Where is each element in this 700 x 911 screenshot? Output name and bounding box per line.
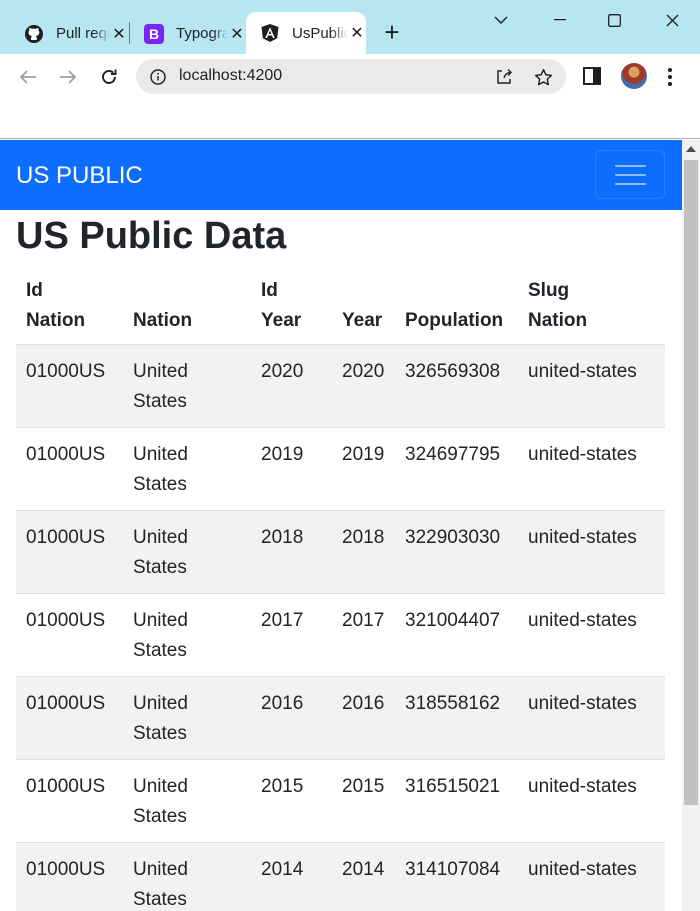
page-scrollbar[interactable] xyxy=(682,140,700,911)
url-text: localhost:4200 xyxy=(179,67,283,84)
tab-pull-requests[interactable]: Pull requests ✕ xyxy=(16,13,128,54)
cell-year: 2015 xyxy=(332,759,395,843)
cell-id-nation: 01000US xyxy=(16,759,123,843)
cell-population: 314107084 xyxy=(395,842,518,911)
app-navbar: US PUBLIC xyxy=(0,140,682,210)
cell-year: 2014 xyxy=(332,842,395,911)
angular-icon xyxy=(260,23,280,43)
close-icon[interactable]: ✕ xyxy=(112,25,126,43)
cell-slug-nation: united-states xyxy=(518,759,665,843)
tab-title: Typography xyxy=(176,25,228,42)
cell-slug-nation: united-states xyxy=(518,344,665,428)
scrollbar-thumb[interactable] xyxy=(684,160,698,805)
cell-id-year: 2020 xyxy=(251,344,332,428)
window-close-icon[interactable] xyxy=(658,8,686,32)
cell-population: 326569308 xyxy=(395,344,518,428)
cell-year: 2018 xyxy=(332,510,395,594)
header-id-year: Id Year xyxy=(251,276,332,345)
hamburger-icon xyxy=(614,164,646,185)
cell-id-year: 2017 xyxy=(251,593,332,677)
scroll-up-arrow-icon[interactable] xyxy=(686,146,696,152)
table-row: 01000US United States 2016 2016 31855816… xyxy=(16,676,665,760)
back-arrow-icon[interactable] xyxy=(14,63,42,91)
table-row: 01000US United States 2020 2020 32656930… xyxy=(16,344,665,428)
cell-nation: United States xyxy=(123,593,251,677)
cell-id-year: 2015 xyxy=(251,759,332,843)
github-icon xyxy=(24,24,44,44)
toolbar-spacer xyxy=(0,100,700,139)
share-icon[interactable] xyxy=(493,66,515,88)
cell-slug-nation: united-states xyxy=(518,510,665,594)
profile-avatar[interactable] xyxy=(621,63,647,89)
table-row: 01000US United States 2014 2014 31410708… xyxy=(16,842,665,911)
header-year: Year xyxy=(332,276,395,345)
navbar-toggler-button[interactable] xyxy=(595,150,665,199)
cell-slug-nation: united-states xyxy=(518,593,665,677)
cell-nation: United States xyxy=(123,676,251,760)
table-row: 01000US United States 2017 2017 32100440… xyxy=(16,593,665,677)
cell-population: 324697795 xyxy=(395,427,518,511)
cell-slug-nation: united-states xyxy=(518,427,665,511)
svg-text:B: B xyxy=(149,26,159,42)
cell-slug-nation: united-states xyxy=(518,842,665,911)
forward-arrow-icon[interactable] xyxy=(54,63,82,91)
page-viewport: US PUBLIC US Public Data Id Nation Nation… xyxy=(0,140,682,911)
tab-typography[interactable]: B Typography ✕ xyxy=(136,13,246,54)
cell-population: 318558162 xyxy=(395,676,518,760)
cell-id-nation: 01000US xyxy=(16,593,123,677)
site-info-icon[interactable] xyxy=(148,67,168,87)
tab-uspublic[interactable]: UsPublic ✕ xyxy=(246,12,366,54)
close-icon[interactable]: ✕ xyxy=(230,25,244,43)
page-title: US Public Data xyxy=(16,215,287,257)
cell-population: 322903030 xyxy=(395,510,518,594)
cell-id-year: 2019 xyxy=(251,427,332,511)
reload-icon[interactable] xyxy=(95,63,123,91)
cell-id-year: 2018 xyxy=(251,510,332,594)
header-id-nation: Id Nation xyxy=(16,276,123,345)
cell-id-year: 2016 xyxy=(251,676,332,760)
menu-dots-icon[interactable] xyxy=(660,64,680,90)
tab-search-icon[interactable] xyxy=(487,8,515,32)
bootstrap-icon: B xyxy=(144,23,164,44)
maximize-icon[interactable] xyxy=(600,8,628,32)
cell-id-nation: 01000US xyxy=(16,842,123,911)
close-icon[interactable]: ✕ xyxy=(350,25,364,42)
table-row: 01000US United States 2015 2015 31651502… xyxy=(16,759,665,843)
tab-strip: Pull requests ✕ B Typography ✕ UsPublic … xyxy=(0,0,700,54)
tab-title: Pull requests xyxy=(56,25,110,42)
cell-nation: United States xyxy=(123,759,251,843)
side-panel-icon[interactable] xyxy=(583,67,603,87)
bookmark-star-icon[interactable] xyxy=(532,66,554,88)
cell-nation: United States xyxy=(123,344,251,428)
header-population: Population xyxy=(395,276,518,345)
cell-id-nation: 01000US xyxy=(16,510,123,594)
table-header-row: Id Nation Nation Id Year Year Population S… xyxy=(16,276,665,345)
cell-nation: United States xyxy=(123,427,251,511)
cell-nation: United States xyxy=(123,510,251,594)
address-bar[interactable]: localhost:4200 xyxy=(136,59,566,94)
browser-toolbar: localhost:4200 xyxy=(0,54,700,100)
cell-year: 2016 xyxy=(332,676,395,760)
cell-year: 2017 xyxy=(332,593,395,677)
cell-year: 2020 xyxy=(332,344,395,428)
cell-id-nation: 01000US xyxy=(16,344,123,428)
cell-id-nation: 01000US xyxy=(16,676,123,760)
cell-nation: United States xyxy=(123,842,251,911)
tab-title: UsPublic xyxy=(292,24,348,42)
cell-year: 2019 xyxy=(332,427,395,511)
header-slug-nation: Slug Nation xyxy=(518,276,665,345)
navbar-brand[interactable]: US PUBLIC xyxy=(16,162,143,189)
cell-id-nation: 01000US xyxy=(16,427,123,511)
minimize-icon[interactable] xyxy=(546,8,574,32)
table-row: 01000US United States 2019 2019 32469779… xyxy=(16,427,665,511)
cell-population: 321004407 xyxy=(395,593,518,677)
table-row: 01000US United States 2018 2018 32290303… xyxy=(16,510,665,594)
new-tab-button[interactable]: + xyxy=(384,16,400,47)
cell-slug-nation: united-states xyxy=(518,676,665,760)
cell-population: 316515021 xyxy=(395,759,518,843)
cell-id-year: 2014 xyxy=(251,842,332,911)
us-public-data-table: Id Nation Nation Id Year Year Population S… xyxy=(16,276,665,911)
tab-separator xyxy=(129,22,130,44)
header-nation: Nation xyxy=(123,276,251,345)
